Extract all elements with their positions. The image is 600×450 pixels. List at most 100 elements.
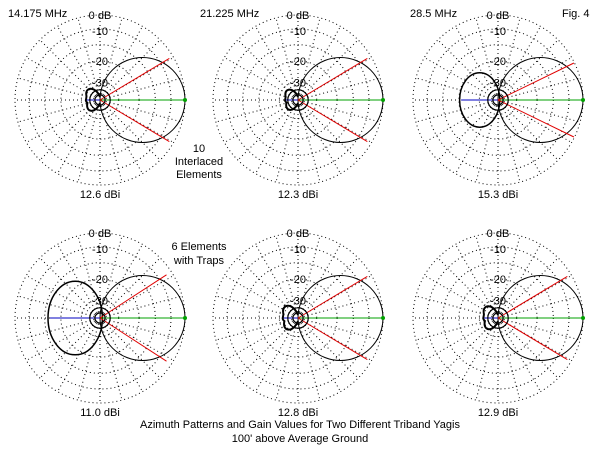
half-power-line-2 bbox=[99, 99, 170, 143]
forward-axis-marker bbox=[183, 316, 187, 320]
grid-spoke bbox=[424, 320, 494, 361]
half-power-line-2 bbox=[99, 317, 167, 362]
ring-label-4: -30 bbox=[290, 295, 306, 307]
half-power-line-1 bbox=[297, 57, 368, 101]
plot-2-frequency-label: 21.225 MHz bbox=[200, 8, 259, 20]
grid-spoke bbox=[299, 323, 321, 401]
grid-spoke bbox=[301, 103, 359, 161]
grid-spoke bbox=[17, 101, 95, 123]
ring-label-1: 0 dB bbox=[287, 228, 310, 240]
grid-spoke bbox=[215, 319, 293, 341]
grid-spoke bbox=[39, 103, 97, 161]
plot-3-frequency-label: 28.5 MHz bbox=[410, 8, 457, 20]
grid-spoke bbox=[215, 295, 293, 317]
ring-label-3: -20 bbox=[290, 274, 306, 286]
grid-spoke bbox=[57, 322, 98, 392]
group-note-top-line-2: Interlaced bbox=[175, 156, 223, 168]
grid-spoke bbox=[102, 244, 143, 314]
forward-axis-marker bbox=[183, 98, 187, 102]
ring-label-2: -10 bbox=[290, 26, 306, 38]
grid-spoke bbox=[237, 103, 295, 161]
grid-spoke bbox=[26, 57, 96, 98]
grid-spoke bbox=[237, 321, 295, 379]
ring-label-1: 0 dB bbox=[89, 10, 112, 22]
max-gain-label: 12.3 dBi bbox=[278, 189, 318, 201]
ring-label-2: -10 bbox=[490, 26, 506, 38]
forward-axis-marker bbox=[581, 98, 585, 102]
grid-spoke bbox=[299, 105, 321, 183]
grid-spoke bbox=[437, 321, 495, 379]
center-ring-1 bbox=[292, 312, 304, 324]
grid-spoke bbox=[501, 257, 559, 315]
polar-plot-grid: 0 dB -10 -20 -30 12.6 dBi 0 dB -10 -20 -30 12.3 d… bbox=[14, 10, 585, 419]
forward-axis-marker bbox=[381, 98, 385, 102]
grid-spoke bbox=[26, 102, 96, 143]
grid-spoke bbox=[103, 103, 161, 161]
grid-spoke bbox=[424, 275, 494, 316]
ring-label-1: 0 dB bbox=[89, 228, 112, 240]
grid-spoke bbox=[424, 57, 494, 98]
grid-spoke bbox=[501, 321, 559, 379]
polar-plot-4: 0 dB -10 -20 -30 11.0 dBi bbox=[14, 228, 187, 419]
grid-spoke bbox=[455, 322, 496, 392]
grid-spoke bbox=[415, 101, 493, 123]
grid-spoke bbox=[103, 39, 161, 97]
polar-plot-3: 0 dB -10 -20 -30 15.3 dBi bbox=[412, 10, 585, 201]
grid-spoke bbox=[415, 77, 493, 99]
center-ring-2 bbox=[287, 307, 309, 329]
half-power-line-1 bbox=[497, 62, 575, 101]
rear-lobe-trace bbox=[84, 87, 101, 112]
ring-label-3: -20 bbox=[92, 274, 108, 286]
grid-spoke bbox=[499, 323, 521, 401]
half-power-line-2 bbox=[497, 317, 568, 361]
grid-spoke bbox=[224, 57, 294, 98]
grid-spoke bbox=[102, 26, 143, 96]
rear-lobe-trace bbox=[284, 88, 299, 111]
group-note-bottom-line-2: with Traps bbox=[173, 255, 225, 267]
half-power-line-1 bbox=[297, 275, 368, 319]
grid-spoke bbox=[215, 101, 293, 123]
grid-spoke bbox=[300, 104, 341, 174]
max-gain-label: 12.8 dBi bbox=[278, 407, 318, 419]
grid-spoke bbox=[17, 295, 95, 317]
polar-plot-1: 0 dB -10 -20 -30 12.6 dBi bbox=[14, 10, 187, 201]
ring-label-3: -20 bbox=[290, 56, 306, 68]
center-ring-1 bbox=[492, 94, 504, 106]
grid-spoke bbox=[437, 39, 495, 97]
grid-spoke bbox=[300, 26, 341, 96]
grid-spoke bbox=[101, 105, 123, 183]
forward-axis-marker bbox=[581, 316, 585, 320]
grid-spoke bbox=[255, 104, 296, 174]
forward-axis-marker bbox=[381, 316, 385, 320]
ring-label-1: 0 dB bbox=[487, 10, 510, 22]
grid-spoke bbox=[26, 320, 96, 361]
rear-lobe-trace bbox=[482, 305, 499, 331]
ring-label-2: -10 bbox=[92, 244, 108, 256]
max-gain-label: 12.6 dBi bbox=[80, 189, 120, 201]
grid-spoke bbox=[500, 244, 541, 314]
max-gain-label: 15.3 dBi bbox=[478, 189, 518, 201]
half-power-line-1 bbox=[497, 275, 568, 319]
grid-spoke bbox=[57, 104, 98, 174]
grid-spoke bbox=[499, 105, 521, 183]
group-note-top-line-1: 10 bbox=[193, 143, 205, 155]
grid-spoke bbox=[301, 39, 359, 97]
grid-spoke bbox=[501, 103, 559, 161]
grid-spoke bbox=[237, 39, 295, 97]
center-ring-2 bbox=[89, 89, 111, 111]
grid-spoke bbox=[215, 77, 293, 99]
grid-spoke bbox=[501, 39, 559, 97]
group-note-top-line-3: Elements bbox=[176, 169, 222, 181]
grid-spoke bbox=[101, 323, 123, 401]
center-ring-1 bbox=[94, 94, 106, 106]
center-ring-1 bbox=[94, 312, 106, 324]
grid-spoke bbox=[224, 320, 294, 361]
polar-plot-5: 0 dB -10 -20 -30 12.8 dBi bbox=[212, 228, 385, 419]
grid-spoke bbox=[17, 77, 95, 99]
grid-spoke bbox=[300, 244, 341, 314]
half-power-line-2 bbox=[297, 99, 368, 143]
caption-line-1: Azimuth Patterns and Gain Values for Two… bbox=[140, 419, 460, 431]
ring-label-2: -10 bbox=[92, 26, 108, 38]
ring-label-2: -10 bbox=[290, 244, 306, 256]
